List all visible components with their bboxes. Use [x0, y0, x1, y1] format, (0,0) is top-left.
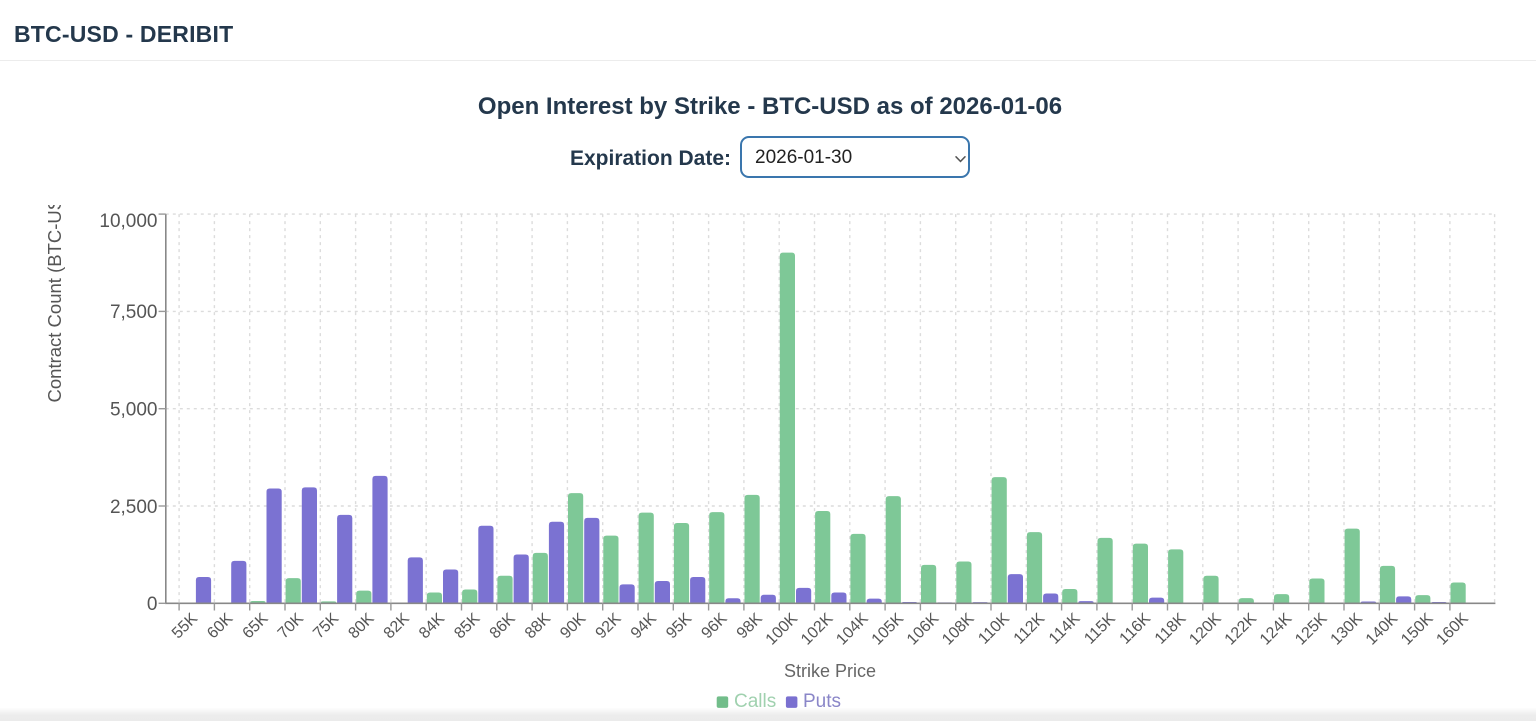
svg-text:Calls: Calls [734, 691, 776, 712]
svg-text:88K: 88K [522, 610, 554, 642]
svg-text:160K: 160K [1433, 610, 1472, 649]
svg-text:85K: 85K [451, 610, 483, 642]
svg-text:108K: 108K [939, 610, 978, 649]
svg-text:75K: 75K [310, 610, 342, 642]
svg-text:92K: 92K [593, 610, 625, 642]
svg-text:150K: 150K [1398, 610, 1437, 649]
svg-text:90K: 90K [557, 610, 589, 642]
svg-text:114K: 114K [1046, 610, 1084, 648]
svg-text:7,500: 7,500 [110, 302, 158, 323]
svg-text:94K: 94K [628, 610, 660, 642]
svg-text:86K: 86K [487, 610, 519, 642]
svg-text:Puts: Puts [803, 691, 841, 712]
svg-text:98K: 98K [734, 610, 766, 642]
svg-text:55K: 55K [169, 610, 201, 642]
svg-text:95K: 95K [663, 610, 695, 642]
svg-text:96K: 96K [698, 610, 730, 642]
svg-text:140K: 140K [1363, 610, 1402, 649]
svg-text:116K: 116K [1117, 610, 1155, 648]
svg-text:80K: 80K [345, 610, 377, 642]
svg-text:104K: 104K [833, 610, 872, 649]
svg-text:100K: 100K [763, 610, 802, 649]
svg-text:112K: 112K [1011, 610, 1049, 648]
svg-text:10,000: 10,000 [99, 211, 157, 232]
svg-text:82K: 82K [381, 610, 413, 642]
svg-text:0: 0 [147, 594, 158, 615]
svg-text:120K: 120K [1186, 610, 1225, 649]
svg-text:115K: 115K [1081, 610, 1119, 648]
svg-text:105K: 105K [869, 610, 908, 649]
svg-text:84K: 84K [416, 610, 448, 642]
svg-text:118K: 118K [1152, 610, 1190, 648]
svg-text:102K: 102K [798, 610, 837, 649]
svg-text:130K: 130K [1328, 610, 1367, 649]
svg-text:124K: 124K [1257, 610, 1296, 649]
svg-text:5,000: 5,000 [110, 400, 158, 421]
svg-text:Strike Price: Strike Price [784, 661, 876, 681]
svg-text:60K: 60K [204, 610, 236, 642]
svg-text:106K: 106K [904, 610, 943, 649]
svg-text:2,500: 2,500 [110, 497, 158, 518]
svg-text:122K: 122K [1222, 610, 1261, 649]
svg-text:110K: 110K [975, 610, 1013, 648]
svg-text:70K: 70K [275, 610, 307, 642]
svg-text:Contract Count (BTC-USD): Contract Count (BTC-USD) [44, 186, 65, 403]
svg-text:125K: 125K [1292, 610, 1331, 649]
svg-text:65K: 65K [240, 610, 272, 642]
